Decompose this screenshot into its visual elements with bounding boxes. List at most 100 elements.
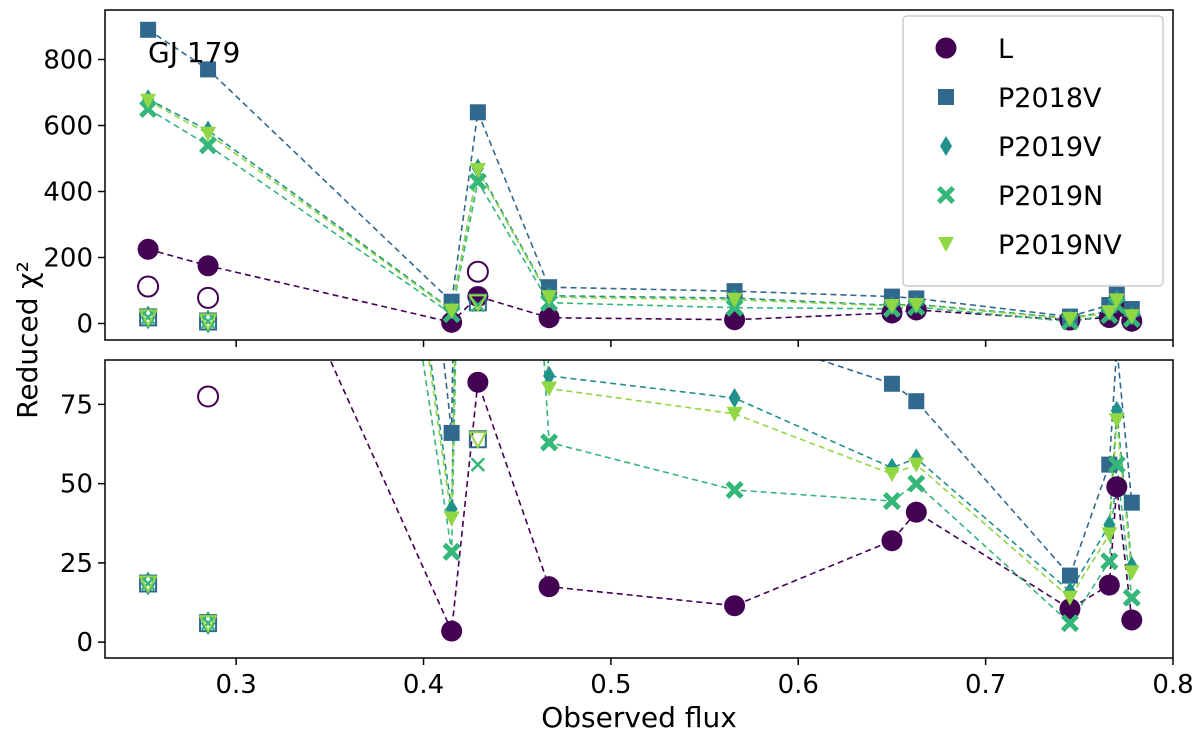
xtick-label: 0.3 (215, 670, 256, 700)
top-point-p2019n (139, 99, 158, 119)
top-open-circle-marker (137, 275, 160, 298)
top-open-x-marker (470, 297, 486, 313)
top-open-triangle-down-marker (138, 309, 158, 328)
bottom-point-l (881, 530, 903, 552)
annotation-label: GJ 179 (148, 36, 240, 69)
bottom-open-circle-marker (197, 385, 220, 408)
bottom-point-p2018v (1123, 494, 1140, 511)
bottom-point-p2019nv (908, 457, 925, 473)
bottom-point-p2019n (882, 492, 901, 511)
legend-label-p2019nv: P2019NV (998, 230, 1122, 261)
bottom-point-p2018v (1061, 567, 1078, 584)
top-point-p2019nv (1123, 309, 1140, 325)
bottom-point-p2019nv (1061, 590, 1078, 606)
top-point-p2019n (199, 136, 218, 155)
bottom-point-p2019nv (1101, 527, 1118, 543)
bottom-point-l (905, 501, 927, 523)
bottom-point-p2019nv (1108, 413, 1125, 429)
legend: L P2018V P2019V P2019N P2019NV (902, 15, 1164, 287)
bottom-point-p2019n (1060, 614, 1079, 633)
top-point-p2019nv (443, 303, 460, 319)
bottom-open-x-marker (470, 457, 486, 472)
top-line-l (147, 248, 1133, 324)
top-point-p2019nv (1061, 311, 1078, 327)
bottom-point-p2019nv (443, 511, 460, 527)
top-point-p2019nv (908, 298, 925, 314)
top-open-triangle-down-marker (198, 313, 218, 332)
bottom-point-l (1106, 476, 1128, 498)
top-open-circle-marker (197, 286, 220, 309)
bottom-ytick-label: 25 (60, 549, 93, 579)
top-point-p2018v (200, 61, 217, 78)
top-point-p2018v (469, 104, 486, 121)
legend-item-p2019nv: P2019NV (938, 230, 1122, 261)
legend-label-p2019v: P2019V (998, 132, 1102, 163)
top-point-p2019nv (726, 292, 743, 308)
bottom-point-p2019n (1100, 552, 1119, 571)
bottom-point-p2019nv (1123, 565, 1140, 581)
bottom-open-triangle-down-marker (468, 431, 488, 450)
legend-marker-p2018v (938, 89, 954, 105)
bottom-point-l (1059, 598, 1081, 620)
top-point-l (197, 255, 219, 277)
top-point-p2019nv (200, 126, 217, 142)
bottom-panel: 0 25 50 75 (60, 134, 1174, 659)
top-open-x-marker (140, 310, 156, 325)
bottom-line-l (329, 360, 1133, 635)
bottom-point-p2019n (1107, 455, 1126, 474)
top-panel: 0 200 400 600 800 GJ 179 (43, 9, 1174, 341)
bottom-open-circle-marker (468, 134, 488, 154)
bottom-open-x-marker (200, 615, 216, 631)
top-point-l (137, 238, 159, 260)
y-axis-label: Reduced χ² (11, 261, 44, 419)
top-ytick-label: 800 (43, 46, 93, 76)
bottom-point-p2019v (728, 388, 741, 409)
bottom-point-p2018v (1109, 339, 1125, 355)
bottom-point-p2019n (907, 474, 926, 493)
bottom-point-p2019n (442, 542, 461, 561)
top-point-p2018v (140, 21, 157, 38)
top-point-p2019nv (469, 163, 486, 179)
top-point-l (538, 307, 560, 329)
xtick-label: 0.7 (965, 670, 1006, 700)
legend-frame (902, 15, 1164, 287)
bottom-point-p2018v (908, 393, 925, 410)
bottom-point-p2018v (883, 375, 900, 392)
bottom-line-p2019nv (428, 360, 1133, 599)
bottom-point-p2019nv (726, 406, 743, 422)
bottom-point-l (467, 371, 489, 393)
legend-item-l: L (935, 34, 1013, 65)
legend-item-p2018v: P2018V (938, 83, 1102, 114)
bottom-ytick-label: 75 (60, 390, 93, 420)
bottom-point-p2018v (443, 424, 460, 441)
top-ytick-label: 400 (43, 178, 93, 208)
bottom-open-x-marker (140, 576, 156, 591)
bottom-panel-frame (104, 359, 1174, 659)
xtick-label: 0.5 (590, 670, 631, 700)
bottom-open-triangle-down-marker (138, 575, 158, 594)
legend-label-l: L (998, 34, 1013, 65)
bottom-line-p2019n (422, 360, 1133, 625)
bottom-point-l (441, 620, 463, 642)
top-point-p2019n (468, 172, 487, 191)
legend-label-p2018v: P2018V (998, 83, 1102, 114)
bottom-ytick-label: 50 (60, 470, 93, 500)
top-open-x-marker (200, 314, 216, 329)
bottom-point-p2019n (1122, 588, 1141, 607)
legend-marker-p2019n (936, 185, 956, 205)
top-point-p2019nv (140, 93, 157, 109)
xtick-label: 0.4 (403, 670, 444, 700)
bottom-point-p2019v (543, 365, 556, 386)
top-ytick-label: 200 (43, 244, 93, 274)
bottom-point-l (724, 595, 746, 617)
xtick-label: 0.6 (778, 670, 819, 700)
bottom-point-p2019n (725, 480, 744, 500)
legend-item-p2019n: P2019N (936, 181, 1103, 212)
top-ytick-label: 0 (76, 310, 93, 340)
top-point-p2019nv (1101, 305, 1118, 321)
top-ytick-label: 600 (43, 112, 93, 142)
bottom-ytick-label: 0 (76, 628, 93, 658)
bottom-point-l (1121, 609, 1143, 631)
legend-marker-l (935, 37, 957, 59)
top-point-p2019nv (883, 299, 900, 315)
